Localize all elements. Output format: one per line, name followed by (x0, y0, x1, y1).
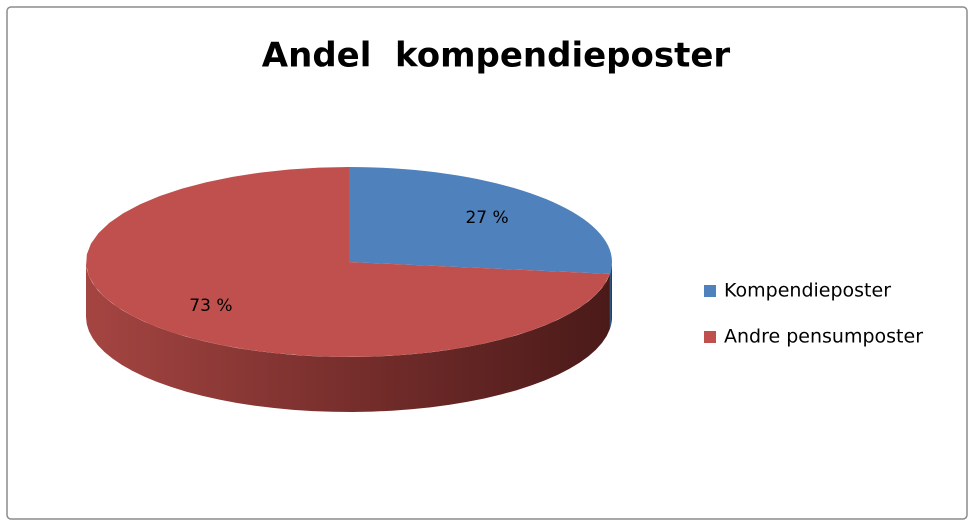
pie-side (609, 262, 612, 329)
data-label: 27 % (465, 208, 508, 228)
legend-label: Andre pensumposter (724, 326, 923, 348)
legend-swatch (704, 331, 716, 343)
pie-slice (349, 167, 612, 274)
chart-title: Andel kompendieposter (262, 36, 731, 76)
legend-label: Kompendieposter (724, 280, 891, 302)
data-label: 73 % (189, 296, 232, 316)
pie-side (86, 262, 610, 412)
legend-swatch (704, 285, 716, 297)
pie-slice (86, 167, 610, 357)
